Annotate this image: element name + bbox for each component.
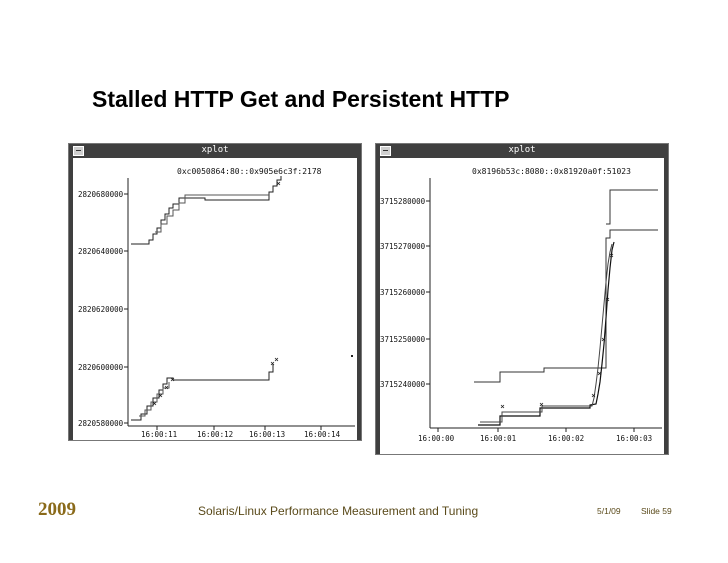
upper-sequence-trace-2 bbox=[155, 194, 269, 233]
y-tick-label: 3715240000 bbox=[380, 380, 426, 389]
slide-number: Slide 59 bbox=[641, 506, 672, 516]
y-tick-label: 3715260000 bbox=[380, 288, 426, 297]
window-menu-icon[interactable] bbox=[380, 146, 391, 156]
window-menu-icon[interactable] bbox=[73, 146, 84, 156]
x-tick-label: 16:00:11 bbox=[141, 430, 177, 439]
data-sequence-trace-2 bbox=[480, 243, 613, 423]
window-border-right bbox=[357, 158, 361, 440]
y-tick-label: 2820680000 bbox=[78, 190, 124, 199]
window-border-left bbox=[69, 158, 73, 440]
advertised-window-trace bbox=[474, 229, 658, 383]
slide-title: Stalled HTTP Get and Persistent HTTP bbox=[92, 86, 510, 112]
x-tick-label: 16:00:14 bbox=[304, 430, 341, 439]
connection-label: 0x8196b53c:8080::0x81920a0f:51023 bbox=[472, 167, 631, 176]
x-tick-label: 16:00:12 bbox=[197, 430, 233, 439]
window-titlebar[interactable]: xplot bbox=[69, 144, 361, 158]
lower-sequence-trace bbox=[131, 364, 274, 421]
x-tick-label: 16:00:00 bbox=[418, 434, 455, 443]
y-tick-marks bbox=[426, 200, 430, 385]
connection-label: 0xc0050864:80::0x905e6c3f:2178 bbox=[177, 167, 322, 176]
upper-sequence-trace bbox=[131, 176, 282, 245]
x-tick-label: 16:00:02 bbox=[548, 434, 584, 443]
x-tick-marks bbox=[437, 428, 635, 432]
x-tick-marks bbox=[156, 426, 322, 430]
y-tick-label: 2820620000 bbox=[78, 305, 124, 314]
y-tick-label: 3715270000 bbox=[380, 242, 426, 251]
y-tick-label: 3715280000 bbox=[380, 197, 426, 206]
y-tick-label: 3715250000 bbox=[380, 335, 426, 344]
window-titlebar[interactable]: xplot bbox=[376, 144, 668, 158]
window-title: xplot bbox=[201, 145, 229, 155]
y-tick-marks bbox=[124, 193, 128, 424]
plot-marker bbox=[351, 355, 353, 357]
y-tick-label: 2820640000 bbox=[78, 247, 124, 256]
left-plot[interactable]: 0xc0050864:80::0x905e6c3f:2178 282068000… bbox=[69, 158, 361, 440]
window-border-right bbox=[664, 158, 668, 454]
x-tick-label: 16:00:01 bbox=[480, 434, 516, 443]
y-tick-label: 2820600000 bbox=[78, 363, 124, 372]
footer-year: 2009 bbox=[38, 499, 76, 520]
x-tick-label: 16:00:03 bbox=[616, 434, 652, 443]
window-limit-trace bbox=[606, 189, 658, 225]
footer-subtitle: Solaris/Linux Performance Measurement an… bbox=[198, 504, 479, 518]
right-plot[interactable]: 0x8196b53c:8080::0x81920a0f:51023 371528… bbox=[376, 158, 668, 454]
x-tick-label: 16:00:13 bbox=[249, 430, 285, 439]
lower-sequence-trace-2 bbox=[139, 382, 170, 417]
window-title: xplot bbox=[508, 145, 536, 155]
xplot-window-left[interactable]: xplot 0xc0050864:80::0x905e6c3f:2178 282… bbox=[68, 143, 362, 441]
retransmit-markers bbox=[500, 253, 614, 409]
retransmit-markers bbox=[152, 181, 281, 406]
data-sequence-trace bbox=[478, 241, 615, 426]
y-tick-label: 2820580000 bbox=[78, 419, 124, 428]
window-border-left bbox=[376, 158, 380, 454]
footer-date: 5/1/09 bbox=[597, 506, 621, 516]
xplot-window-right[interactable]: xplot 0x8196b53c:8080::0x81920a0f:51023 … bbox=[375, 143, 669, 455]
